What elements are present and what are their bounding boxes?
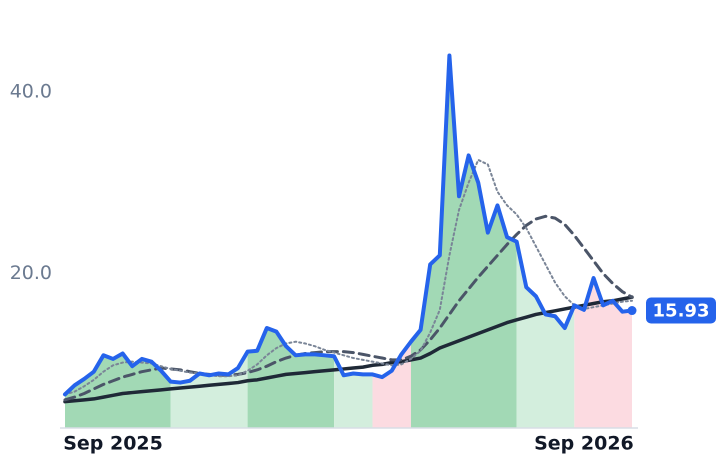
last-point — [627, 306, 637, 316]
value-label: 15.93 — [653, 301, 710, 322]
x-tick-label: Sep 2025 — [63, 433, 163, 455]
y-tick-label: 40.0 — [10, 80, 52, 102]
series-line — [64, 158, 633, 396]
band-area — [372, 341, 411, 428]
series-line — [63, 53, 634, 397]
band-area — [574, 278, 632, 428]
band-area — [516, 241, 575, 428]
band-area — [334, 356, 373, 428]
y-tick-label: 20.0 — [10, 262, 52, 284]
band-area — [170, 351, 248, 428]
band-area — [410, 55, 517, 429]
x-tick-label: Sep 2026 — [534, 433, 634, 455]
value-badge — [646, 297, 716, 324]
series-line — [63, 295, 634, 404]
